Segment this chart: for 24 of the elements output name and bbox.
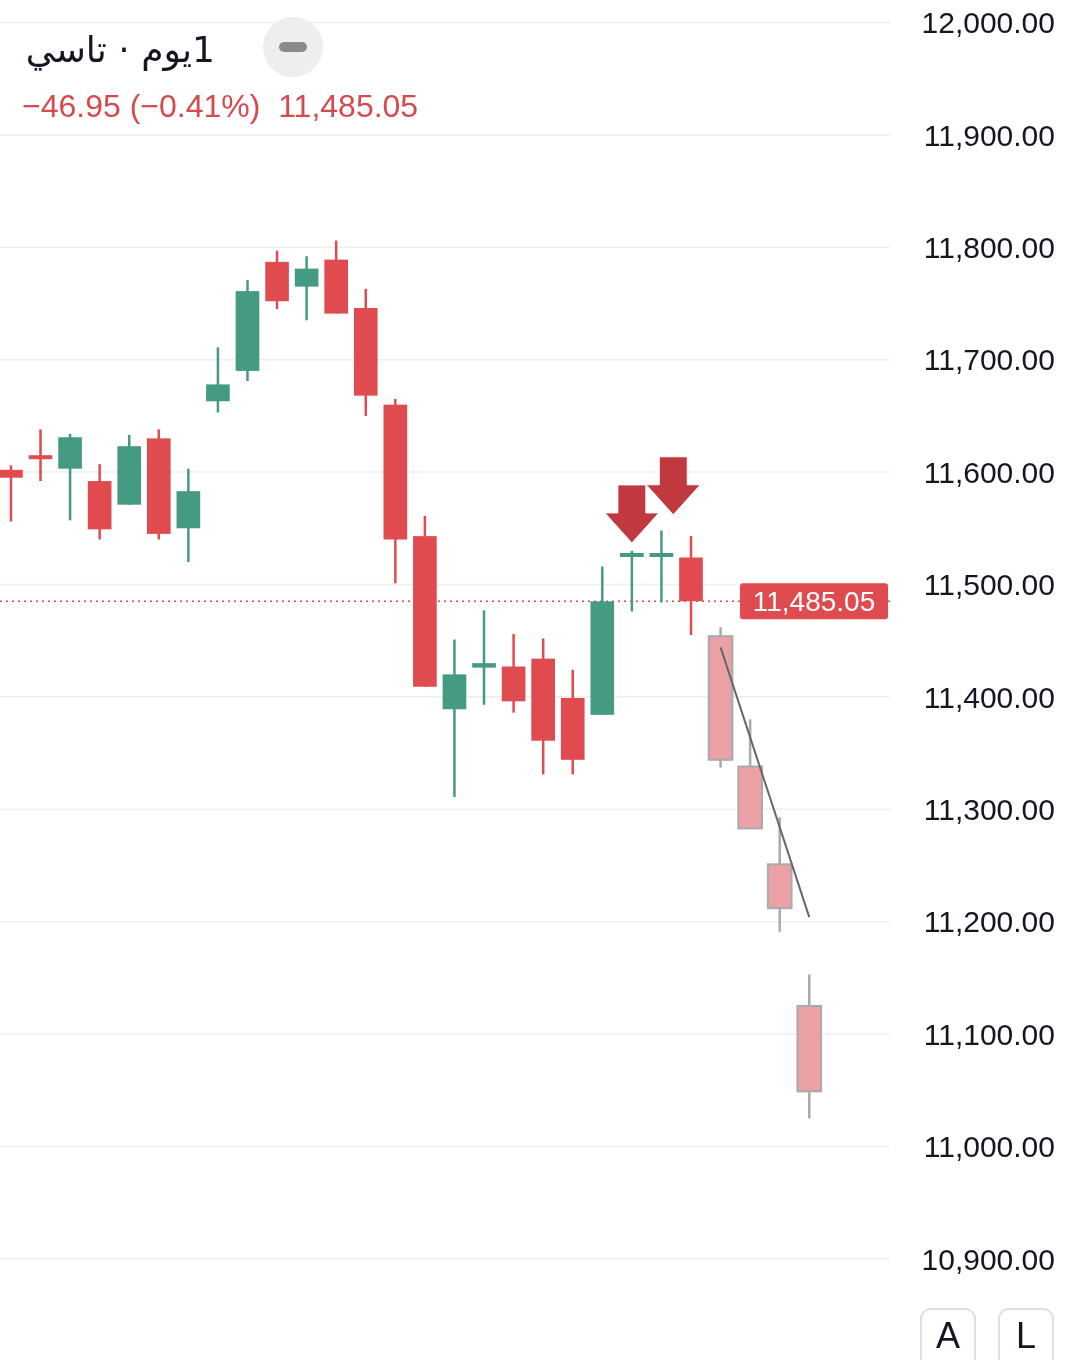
y-tick-label: 11,700.00 [923,343,1055,377]
text: 1يوم · تاسي [25,29,215,71]
y-tick-label: 11,600.00 [923,455,1055,489]
y-tick-label: 10,900.00 [921,1242,1055,1276]
y-tick-label: 11,300.00 [923,793,1055,827]
candlestick [649,529,674,604]
y-tick-label: 11,900.00 [923,118,1055,152]
text: A [935,1315,961,1356]
candlestick [472,609,496,706]
candlestick [620,549,644,613]
y-tick-label: 11,800.00 [923,231,1055,265]
y-tick-label: 11,000.00 [923,1130,1055,1164]
candlestick [28,428,53,483]
ref-line-label: 11,485.05 [752,586,876,618]
text: −46.95 (−0.41%) 11,485.05 [22,88,419,124]
y-tick-label: 11,200.00 [923,905,1055,939]
y-tick-label: 12,000.00 [921,6,1055,40]
candlestick [0,464,23,523]
y-tick-label: 11,500.00 [923,568,1055,602]
candlestick [294,255,319,322]
text: L [1015,1315,1037,1356]
y-tick-label: 11,100.00 [923,1017,1055,1051]
y-tick-label: 11,400.00 [923,680,1055,714]
candlestick [206,346,230,414]
